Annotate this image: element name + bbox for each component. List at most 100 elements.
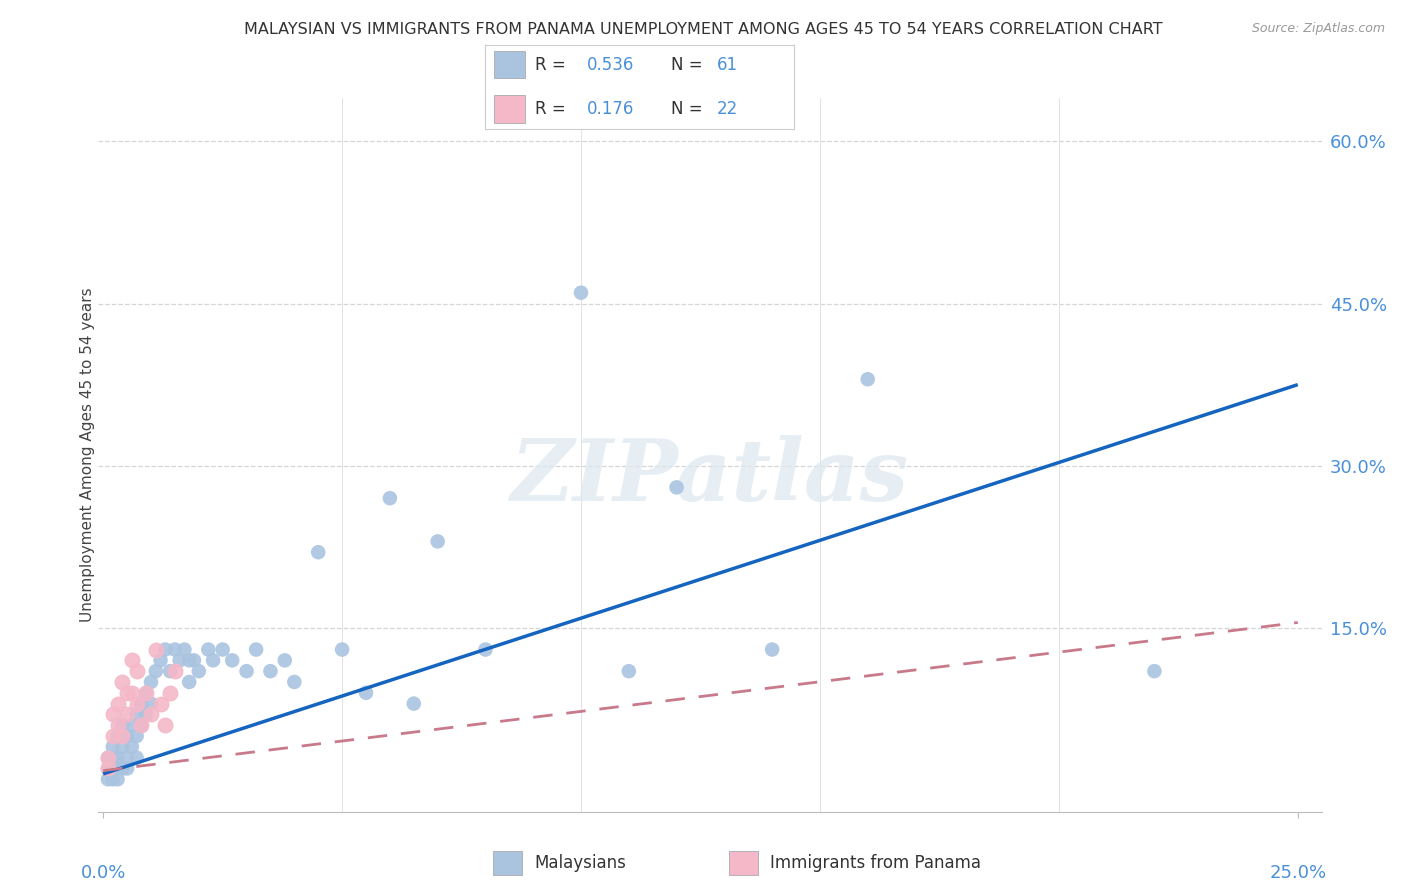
Point: [163, 664, 186, 678]
Point: [115, 707, 138, 722]
Point: [135, 686, 157, 700]
Point: [101, 729, 124, 743]
Bar: [492, 851, 522, 875]
Point: [107, 718, 129, 732]
Point: [107, 772, 129, 787]
Text: 22: 22: [717, 100, 738, 118]
Point: [131, 718, 153, 732]
Point: [107, 762, 129, 776]
Point: [330, 642, 353, 657]
Point: [149, 697, 172, 711]
Point: [121, 718, 143, 732]
Point: [97, 750, 120, 764]
Point: [139, 707, 162, 722]
Point: [125, 729, 148, 743]
Point: [135, 686, 157, 700]
Point: [149, 653, 172, 667]
Point: [101, 762, 124, 776]
Point: [101, 707, 124, 722]
Point: [245, 642, 267, 657]
Point: [155, 642, 177, 657]
Point: [139, 697, 162, 711]
Point: [101, 772, 124, 787]
Point: [111, 675, 134, 690]
Point: [115, 750, 138, 764]
Y-axis label: Unemployment Among Ages 45 to 54 years: Unemployment Among Ages 45 to 54 years: [80, 287, 94, 623]
Point: [169, 653, 191, 667]
Point: [145, 664, 167, 678]
Text: ZIPatlas: ZIPatlas: [510, 434, 910, 518]
Point: [179, 675, 201, 690]
Point: [159, 664, 181, 678]
Point: [617, 664, 640, 678]
Point: [97, 772, 120, 787]
Point: [202, 653, 225, 667]
Text: Source: ZipAtlas.com: Source: ZipAtlas.com: [1251, 22, 1385, 36]
Text: Malaysians: Malaysians: [534, 854, 626, 872]
Point: [402, 697, 425, 711]
Point: [101, 750, 124, 764]
Point: [139, 675, 162, 690]
Point: [107, 750, 129, 764]
Text: 61: 61: [717, 56, 738, 74]
Point: [179, 653, 201, 667]
Point: [111, 739, 134, 754]
Bar: [495, 95, 526, 122]
Point: [135, 707, 157, 722]
Point: [107, 697, 129, 711]
Text: N =: N =: [671, 56, 707, 74]
Point: [569, 285, 592, 300]
Point: [426, 534, 449, 549]
Point: [378, 491, 401, 505]
Point: [111, 718, 134, 732]
Text: R =: R =: [534, 100, 571, 118]
Point: [121, 686, 143, 700]
Point: [101, 739, 124, 754]
Point: [111, 762, 134, 776]
Point: [155, 718, 177, 732]
Point: [665, 480, 688, 494]
Point: [856, 372, 879, 386]
Point: [173, 642, 195, 657]
Point: [197, 642, 219, 657]
Point: [121, 653, 143, 667]
Point: [125, 707, 148, 722]
Text: 0.176: 0.176: [588, 100, 634, 118]
Point: [121, 739, 143, 754]
Text: 0.0%: 0.0%: [80, 863, 127, 881]
Point: [283, 675, 305, 690]
Point: [115, 686, 138, 700]
Point: [125, 750, 148, 764]
Point: [307, 545, 329, 559]
Point: [145, 642, 167, 657]
Point: [221, 653, 243, 667]
Point: [183, 653, 205, 667]
Point: [235, 664, 257, 678]
Point: [107, 729, 129, 743]
Point: [115, 762, 138, 776]
Point: [474, 642, 496, 657]
Point: [97, 762, 120, 776]
Text: 25.0%: 25.0%: [1270, 863, 1326, 881]
Text: N =: N =: [671, 100, 707, 118]
Point: [111, 729, 134, 743]
Point: [187, 664, 209, 678]
Text: Immigrants from Panama: Immigrants from Panama: [770, 854, 981, 872]
Point: [761, 642, 783, 657]
Point: [131, 718, 153, 732]
Point: [125, 664, 148, 678]
Point: [1143, 664, 1166, 678]
Point: [97, 750, 120, 764]
Point: [259, 664, 281, 678]
Bar: [495, 52, 526, 78]
Text: MALAYSIAN VS IMMIGRANTS FROM PANAMA UNEMPLOYMENT AMONG AGES 45 TO 54 YEARS CORRE: MALAYSIAN VS IMMIGRANTS FROM PANAMA UNEM…: [243, 22, 1163, 37]
Point: [115, 729, 138, 743]
Text: R =: R =: [534, 56, 571, 74]
Text: 0.536: 0.536: [588, 56, 634, 74]
Point: [211, 642, 233, 657]
Point: [97, 762, 120, 776]
Point: [159, 686, 181, 700]
Point: [163, 642, 186, 657]
Point: [125, 697, 148, 711]
Point: [131, 697, 153, 711]
